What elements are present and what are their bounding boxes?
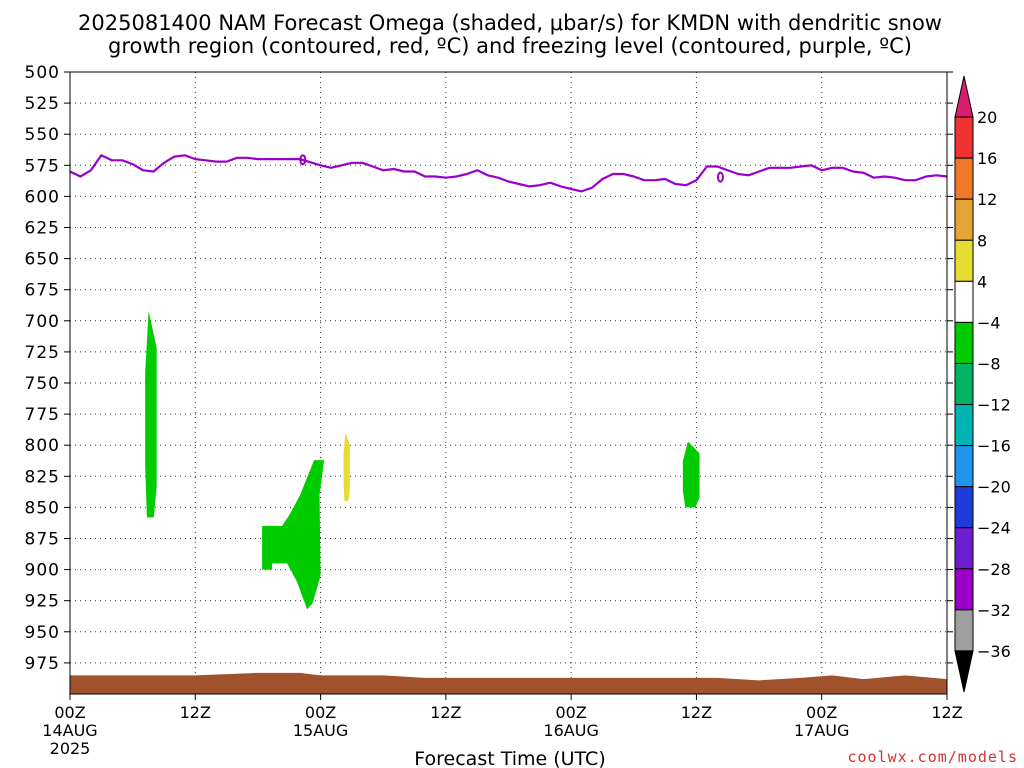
colorbar-label: −36 (977, 642, 1011, 661)
freezing-level-contour (716, 171, 724, 183)
colorbar-label: 12 (977, 190, 997, 209)
colorbar-segment (954, 527, 974, 570)
colorbar-label: −12 (977, 396, 1011, 415)
colorbar-label: −24 (977, 519, 1011, 538)
x-tick-date-label: 14AUG (42, 721, 97, 740)
colorbar-segment (954, 568, 974, 611)
credit-text: coolwx.com/models (847, 748, 1018, 766)
colorbar-segment (954, 486, 974, 529)
colorbar-segment (954, 404, 974, 447)
y-tick-label: 750 (25, 374, 60, 394)
colorbar-label: −8 (977, 354, 1001, 373)
colorbar-top-arrow (954, 75, 974, 118)
x-tick-label: 00Z (305, 703, 336, 722)
y-tick-label: 925 (25, 592, 60, 612)
y-tick-label: 825 (25, 467, 60, 487)
freezing-level-line (69, 154, 948, 193)
colorbar-segment (954, 321, 974, 364)
y-tick-label: 725 (25, 343, 60, 363)
chart-title-line2: growth region (contoured, red, ºC) and f… (108, 34, 912, 58)
x-tick-label: 12Z (180, 703, 211, 722)
freezing-level-contour (299, 154, 307, 166)
colorbar-segment (954, 239, 974, 282)
y-tick-label: 600 (25, 187, 60, 207)
x-tick-label: 12Z (681, 703, 712, 722)
colorbar-segment (954, 445, 974, 488)
x-tick-label: 12Z (430, 703, 461, 722)
x-tick-label: 00Z (806, 703, 837, 722)
y-tick-label: 575 (25, 156, 60, 176)
y-tick-label: 500 (25, 63, 60, 83)
colorbar: 20 16 12 8 4 −4 −8 −12 −16 −20 −24 −28 −32 −36 (954, 75, 1011, 693)
chart-title-line1: 2025081400 NAM Forecast Omega (shaded, μ… (78, 11, 942, 35)
y-tick-label: 950 (25, 623, 60, 643)
y-tick-label: 675 (25, 281, 60, 301)
x-tick-date-label: 15AUG (293, 721, 348, 740)
colorbar-label: −32 (977, 601, 1011, 620)
axes: 500 525 550 575 600 625 650 675 700 725 750 775 800 8… (25, 63, 963, 758)
plot-area (69, 71, 948, 694)
colorbar-segment (954, 362, 974, 406)
colorbar-label: −28 (977, 560, 1011, 579)
colorbar-label: 16 (977, 149, 997, 168)
colorbar-label: 8 (977, 231, 987, 250)
colorbar-label: −16 (977, 437, 1011, 456)
y-tick-label: 550 (25, 125, 60, 145)
colorbar-bottom-arrow (954, 650, 974, 693)
x-tick-date-label: 16AUG (543, 721, 598, 740)
colorbar-label: 20 (977, 108, 997, 127)
y-tick-label: 700 (25, 312, 60, 332)
omega-region (343, 432, 350, 502)
colorbar-segment (954, 609, 974, 652)
colorbar-segment (954, 280, 974, 323)
colorbar-segment (954, 157, 974, 200)
ground-surface (70, 672, 947, 694)
colorbar-label: 4 (977, 272, 987, 291)
colorbar-segment (954, 116, 974, 159)
y-tick-label: 800 (25, 436, 60, 456)
x-tick-label: 00Z (555, 703, 586, 722)
y-tick-label: 650 (25, 250, 60, 270)
x-tick-label: 00Z (54, 703, 85, 722)
y-tick-label: 775 (25, 405, 60, 425)
colorbar-label: −20 (977, 478, 1011, 497)
omega-region (262, 460, 325, 610)
y-tick-label: 875 (25, 530, 60, 550)
colorbar-segment (954, 198, 974, 241)
y-tick-label: 900 (25, 561, 60, 581)
x-tick-label: 12Z (931, 703, 962, 722)
x-tick-year-label: 2025 (50, 739, 91, 758)
omega-region (145, 310, 157, 518)
y-tick-label: 850 (25, 498, 60, 518)
colorbar-label: −4 (977, 313, 1001, 332)
y-tick-label: 975 (25, 654, 60, 674)
x-axis-label: Forecast Time (UTC) (414, 748, 605, 768)
x-tick-date-label: 17AUG (794, 721, 849, 740)
y-tick-label: 525 (25, 94, 60, 114)
y-tick-label: 625 (25, 219, 60, 239)
omega-region (682, 441, 700, 508)
